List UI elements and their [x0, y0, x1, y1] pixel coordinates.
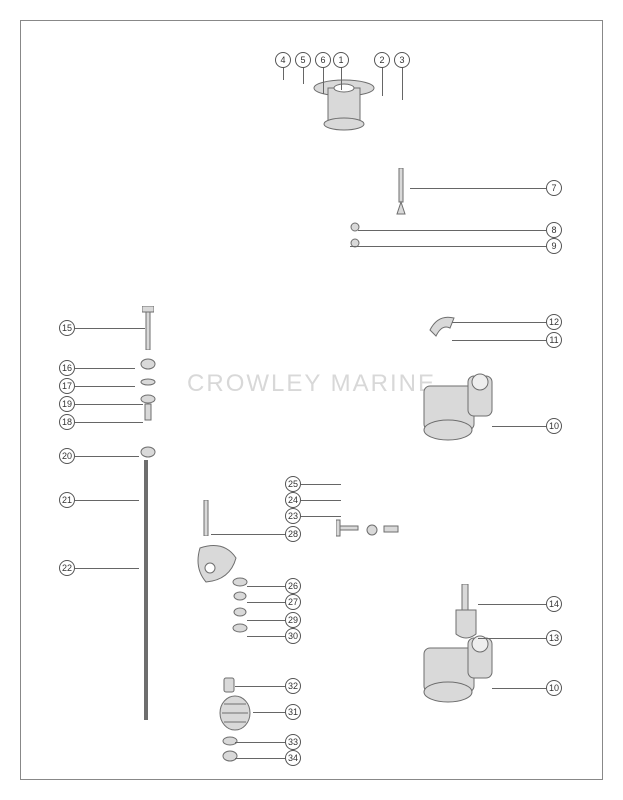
part-stack-18-19 [140, 394, 156, 422]
part-hub-top [308, 78, 380, 134]
callout-8: 8 [546, 222, 562, 238]
leader-line [75, 422, 143, 423]
leader-line [478, 638, 546, 639]
leader-line [247, 586, 285, 587]
callout-16: 16 [59, 360, 75, 376]
leader-line [358, 230, 546, 231]
leader-line [247, 620, 285, 621]
leader-line [75, 568, 139, 569]
part-stack-26-30 [232, 576, 248, 636]
callout-9: 9 [546, 238, 562, 254]
leader-line [235, 742, 285, 743]
part-cap-20 [140, 446, 156, 458]
callout-2: 2 [374, 52, 390, 68]
callout-6: 6 [315, 52, 331, 68]
callout-27: 27 [285, 594, 301, 610]
callout-25: 25 [285, 476, 301, 492]
callout-15: 15 [59, 320, 75, 336]
leader-line [492, 426, 546, 427]
part-nut-16 [140, 358, 156, 370]
callout-4: 4 [275, 52, 291, 68]
callout-26: 26 [285, 578, 301, 594]
leader-line [247, 602, 285, 603]
part-nut-34 [222, 750, 238, 762]
callout-33: 33 [285, 734, 301, 750]
callout-28: 28 [285, 526, 301, 542]
callout-29: 29 [285, 612, 301, 628]
diagram-frame [20, 20, 603, 780]
leader-line [75, 328, 145, 329]
part-needle [392, 168, 410, 218]
part-lever-upper [428, 310, 458, 340]
part-strainer-31 [218, 694, 252, 732]
part-rod-21-22 [144, 460, 148, 720]
callout-19: 19 [59, 396, 75, 412]
part-washer-33 [222, 736, 238, 746]
callout-20: 20 [59, 448, 75, 464]
leader-line [350, 246, 546, 247]
leader-line [253, 712, 285, 713]
callout-31: 31 [285, 704, 301, 720]
leader-line [452, 322, 546, 323]
callout-13: 13 [546, 630, 562, 646]
leader-line [452, 340, 546, 341]
leader-line [478, 604, 546, 605]
callout-34: 34 [285, 750, 301, 766]
part-carb-upper [418, 366, 500, 446]
leader-line [75, 386, 135, 387]
leader-line [75, 404, 143, 405]
callout-7: 7 [546, 180, 562, 196]
leader-line [301, 516, 341, 517]
callout-17: 17 [59, 378, 75, 394]
callout-23: 23 [285, 508, 301, 524]
callout-32: 32 [285, 678, 301, 694]
leader-line [301, 500, 341, 501]
leader-line [75, 456, 139, 457]
callout-30: 30 [285, 628, 301, 644]
part-pin-28 [203, 500, 209, 536]
leader-line [247, 636, 285, 637]
callout-3: 3 [394, 52, 410, 68]
leader-line [211, 534, 285, 535]
leader-line [410, 188, 546, 189]
callout-12: 12 [546, 314, 562, 330]
part-screw-set [336, 510, 400, 544]
part-carb-lower [418, 628, 500, 708]
callout-21: 21 [59, 492, 75, 508]
callout-14: 14 [546, 596, 562, 612]
leader-line [75, 368, 135, 369]
callout-10: 10 [546, 680, 562, 696]
leader-line [492, 688, 546, 689]
leader-line [75, 500, 139, 501]
part-washer-17 [140, 378, 156, 386]
part-plug-32 [222, 676, 236, 694]
leader-line [235, 758, 285, 759]
callout-24: 24 [285, 492, 301, 508]
callout-1: 1 [333, 52, 349, 68]
leader-line [235, 686, 285, 687]
leader-line [301, 484, 341, 485]
callout-10: 10 [546, 418, 562, 434]
callout-18: 18 [59, 414, 75, 430]
callout-11: 11 [546, 332, 562, 348]
callout-22: 22 [59, 560, 75, 576]
callout-5: 5 [295, 52, 311, 68]
